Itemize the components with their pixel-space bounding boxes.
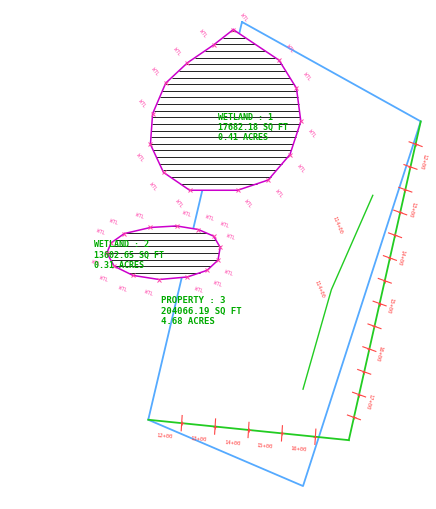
Text: WTL: WTL <box>213 279 223 287</box>
Text: WTL: WTL <box>307 129 316 138</box>
Text: WTL: WTL <box>244 199 253 209</box>
Text: WTL: WTL <box>193 286 203 294</box>
Text: 12+00: 12+00 <box>418 153 427 170</box>
Text: 114+00: 114+00 <box>331 215 343 234</box>
Text: WTL: WTL <box>99 275 108 283</box>
Text: 14+00: 14+00 <box>224 439 241 445</box>
Text: WTL: WTL <box>135 153 144 162</box>
Text: WTL: WTL <box>226 233 236 240</box>
Text: WTL: WTL <box>148 181 157 190</box>
PathPatch shape <box>150 31 301 191</box>
Text: WTL: WTL <box>117 285 127 292</box>
Text: 13+00: 13+00 <box>407 201 416 218</box>
Text: WTL: WTL <box>109 218 119 225</box>
Text: WETLAND : 1
17682.18 SQ FT
0.41 ACRES: WETLAND : 1 17682.18 SQ FT 0.41 ACRES <box>218 112 288 142</box>
Text: WTL: WTL <box>172 46 181 56</box>
Text: WTL: WTL <box>137 99 146 108</box>
Text: WTL: WTL <box>204 214 214 221</box>
PathPatch shape <box>107 227 220 280</box>
Text: WTL: WTL <box>220 220 229 228</box>
Text: WTL: WTL <box>95 228 105 235</box>
Text: 13+00: 13+00 <box>190 435 207 442</box>
Text: 16+00: 16+00 <box>375 344 384 361</box>
Text: WTL: WTL <box>303 72 312 81</box>
Text: WTL: WTL <box>296 163 305 173</box>
Text: WTL: WTL <box>174 199 184 209</box>
Text: WTL: WTL <box>198 28 208 38</box>
Text: WETLAND : 2
13602.65 SQ FT
0.31 ACRES: WETLAND : 2 13602.65 SQ FT 0.31 ACRES <box>94 240 164 269</box>
Text: WTL: WTL <box>91 259 101 266</box>
Text: WTL: WTL <box>150 67 160 76</box>
Polygon shape <box>107 227 220 280</box>
Text: 17+00: 17+00 <box>364 391 373 408</box>
Text: WTL: WTL <box>239 13 249 23</box>
Polygon shape <box>150 31 301 191</box>
Text: 12+00: 12+00 <box>156 432 173 438</box>
Text: WTL: WTL <box>182 210 192 218</box>
Text: WTL: WTL <box>144 289 154 296</box>
Text: WTL: WTL <box>224 269 234 276</box>
Text: 15+00: 15+00 <box>385 296 395 313</box>
Text: 114+00: 114+00 <box>314 278 326 298</box>
Text: WTL: WTL <box>135 212 145 219</box>
Text: WTL: WTL <box>274 188 283 198</box>
Text: 15+00: 15+00 <box>256 442 273 448</box>
Text: 14+00: 14+00 <box>396 248 405 265</box>
Text: 16+00: 16+00 <box>290 445 307 452</box>
Text: PROPERTY : 3
204066.19 SQ FT
4.68 ACRES: PROPERTY : 3 204066.19 SQ FT 4.68 ACRES <box>161 296 242 325</box>
Text: WTL: WTL <box>285 44 294 53</box>
